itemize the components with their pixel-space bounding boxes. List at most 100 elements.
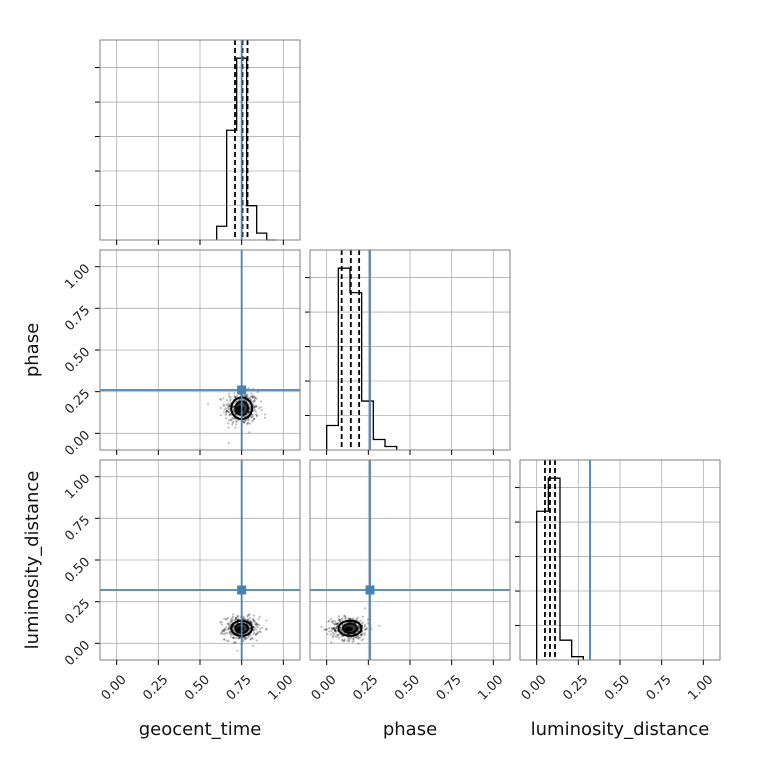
scatter-point — [361, 632, 364, 635]
scatter-point — [352, 637, 355, 641]
scatter-point — [224, 632, 227, 635]
scatter-point — [229, 399, 232, 402]
scatter-point — [231, 613, 235, 616]
scatter-point — [339, 620, 342, 624]
scatter-point — [222, 629, 225, 632]
scatter-point — [221, 631, 224, 634]
scatter-point — [242, 615, 245, 618]
scatter-point — [253, 631, 256, 635]
scatter-point — [341, 638, 344, 642]
scatter-point — [244, 415, 247, 418]
scatter-point — [229, 413, 232, 416]
scatter-point — [255, 633, 258, 636]
scatter-point — [259, 631, 262, 634]
scatter-point — [332, 631, 335, 634]
scatter-point — [263, 416, 267, 419]
scatter-point — [248, 411, 251, 414]
scatter-point — [361, 634, 364, 637]
scatter-point — [326, 628, 329, 631]
scatter-point — [332, 622, 335, 625]
scatter-point — [253, 406, 256, 409]
scatter-point — [360, 633, 363, 636]
scatter-point — [327, 620, 330, 623]
scatter-point — [251, 618, 254, 621]
scatter-point — [334, 629, 337, 633]
scatter-point — [342, 640, 345, 643]
scatter-point — [265, 619, 268, 622]
scatter-point — [330, 641, 333, 644]
x-axis-label-luminosity_distance: luminosity_distance — [531, 719, 710, 740]
scatter-point — [226, 406, 229, 410]
scatter-point — [255, 414, 258, 418]
scatter-point — [343, 639, 346, 642]
scatter-point — [231, 620, 234, 624]
scatter-point — [249, 395, 252, 398]
scatter-point — [223, 628, 226, 631]
histogram-step — [326, 267, 398, 450]
scatter-point — [347, 636, 350, 639]
scatter-point — [232, 408, 235, 412]
scatter-point — [364, 628, 368, 631]
scatter-point — [243, 637, 247, 640]
panel-luminosity_distance-hist: 0.00 0.25 0.50 0.75 1.00 luminosity_distance — [515, 459, 721, 740]
scatter-point — [255, 621, 258, 624]
scatter-point — [236, 399, 240, 402]
scatter-point — [246, 421, 249, 424]
y-tick-label: 1.00 — [62, 261, 93, 292]
scatter-point — [233, 394, 236, 398]
scatter-point — [250, 419, 253, 423]
scatter-point — [347, 617, 351, 620]
scatter-point — [227, 627, 230, 630]
scatter-point — [243, 636, 246, 639]
scatter-point — [343, 614, 346, 617]
scatter-point — [360, 633, 363, 636]
scatter-point — [339, 618, 343, 621]
scatter-point — [243, 394, 247, 397]
scatter-point — [326, 632, 329, 636]
y-tick-label: 1.00 — [62, 471, 93, 502]
scatter-point — [341, 617, 344, 620]
scatter-point — [223, 627, 226, 630]
scatter-point — [333, 628, 336, 632]
scatter-point — [237, 637, 240, 640]
scatter-point — [242, 421, 246, 424]
scatter-point — [223, 633, 226, 636]
scatter-point — [247, 418, 250, 422]
y-tick-label: 0.75 — [62, 303, 93, 334]
scatter-point — [246, 636, 249, 639]
scatter-point — [224, 417, 228, 420]
scatter-point — [335, 627, 339, 630]
scatter-point — [363, 633, 367, 636]
scatter-point — [252, 614, 255, 617]
x-tick-label: 0.25 — [350, 672, 381, 703]
scatter-point — [260, 408, 263, 412]
scatter-point — [220, 398, 223, 401]
scatter-point — [225, 639, 229, 642]
x-tick-label: 0.25 — [560, 672, 591, 703]
scatter-point — [247, 635, 250, 638]
scatter-point — [229, 620, 233, 623]
scatter-point — [334, 631, 338, 634]
x-tick-label: 0.75 — [224, 672, 255, 703]
scatter-point — [253, 398, 256, 402]
scatter-point — [228, 392, 231, 395]
truth-marker — [365, 585, 375, 595]
scatter-point — [242, 640, 245, 643]
x-tick-label: 0.50 — [182, 672, 213, 703]
scatter-point — [225, 617, 228, 620]
scatter-point — [225, 410, 228, 413]
scatter-point — [249, 626, 252, 630]
scatter-point — [252, 628, 256, 632]
scatter-point — [255, 405, 258, 408]
scatter-point — [221, 632, 224, 636]
scatter-point — [244, 399, 247, 402]
scatter-point — [364, 607, 367, 610]
x-tick-label: 0.00 — [519, 672, 550, 703]
scatter-point — [252, 399, 255, 403]
scatter-point — [219, 621, 222, 624]
scatter-point — [332, 636, 335, 639]
scatter-point — [335, 622, 338, 625]
scatter-point — [248, 620, 252, 623]
scatter-point — [355, 617, 358, 620]
scatter-point — [222, 404, 225, 407]
